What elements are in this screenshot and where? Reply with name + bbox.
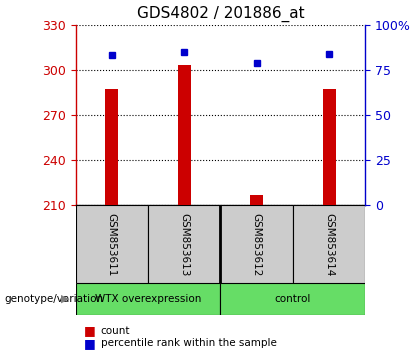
Bar [148, 205, 221, 283]
Bar [250, 195, 263, 205]
Text: control: control [275, 294, 311, 304]
Bar [76, 205, 148, 283]
Bar [105, 90, 118, 205]
Text: GSM853611: GSM853611 [107, 212, 117, 276]
Text: genotype/variation: genotype/variation [4, 294, 103, 304]
Bar [293, 205, 365, 283]
Title: GDS4802 / 201886_at: GDS4802 / 201886_at [136, 6, 304, 22]
Bar [220, 205, 293, 283]
Text: WTX overexpression: WTX overexpression [95, 294, 201, 304]
Text: percentile rank within the sample: percentile rank within the sample [101, 338, 277, 348]
Bar [323, 90, 336, 205]
Text: ■: ■ [84, 337, 96, 350]
Text: GSM853614: GSM853614 [324, 212, 334, 276]
Bar [178, 65, 191, 205]
Text: ■: ■ [84, 325, 96, 337]
Bar [76, 283, 220, 315]
Text: GSM853613: GSM853613 [179, 212, 189, 276]
Text: GSM853612: GSM853612 [252, 212, 262, 276]
Text: count: count [101, 326, 130, 336]
Bar [220, 283, 365, 315]
Text: ▶: ▶ [61, 294, 69, 304]
